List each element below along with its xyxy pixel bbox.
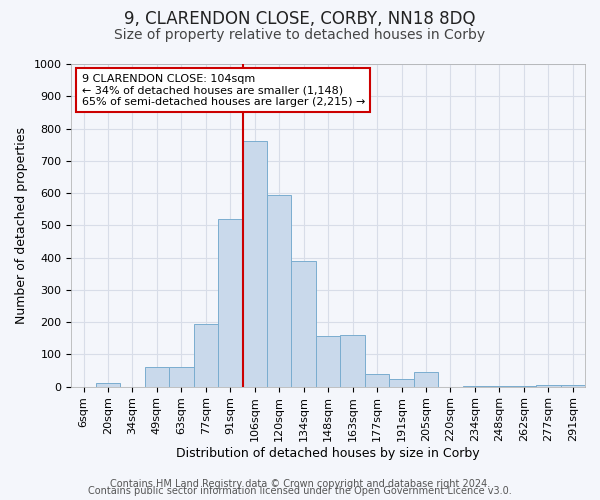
X-axis label: Distribution of detached houses by size in Corby: Distribution of detached houses by size … — [176, 447, 480, 460]
Bar — [218, 219, 242, 386]
Y-axis label: Number of detached properties: Number of detached properties — [15, 127, 28, 324]
Bar — [365, 374, 389, 386]
Bar — [316, 336, 340, 386]
Bar — [414, 372, 438, 386]
Bar — [340, 335, 365, 386]
Bar — [536, 385, 560, 386]
Bar — [389, 378, 414, 386]
Text: Contains HM Land Registry data © Crown copyright and database right 2024.: Contains HM Land Registry data © Crown c… — [110, 479, 490, 489]
Bar — [267, 194, 292, 386]
Bar — [242, 142, 267, 386]
Text: Contains public sector information licensed under the Open Government Licence v3: Contains public sector information licen… — [88, 486, 512, 496]
Text: 9 CLARENDON CLOSE: 104sqm
← 34% of detached houses are smaller (1,148)
65% of se: 9 CLARENDON CLOSE: 104sqm ← 34% of detac… — [82, 74, 365, 107]
Bar — [560, 385, 585, 386]
Text: Size of property relative to detached houses in Corby: Size of property relative to detached ho… — [115, 28, 485, 42]
Bar — [96, 382, 120, 386]
Bar — [169, 367, 194, 386]
Bar — [292, 261, 316, 386]
Text: 9, CLARENDON CLOSE, CORBY, NN18 8DQ: 9, CLARENDON CLOSE, CORBY, NN18 8DQ — [124, 10, 476, 28]
Bar — [145, 367, 169, 386]
Bar — [194, 324, 218, 386]
